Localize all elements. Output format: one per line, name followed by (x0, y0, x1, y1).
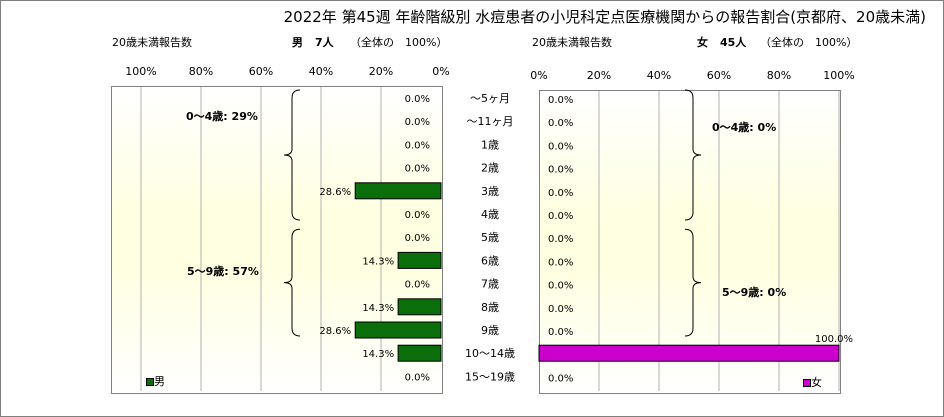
female-legend: 女 (803, 374, 822, 390)
male-bar (354, 321, 442, 339)
chart-title: 2022年 第45週 年齢階級別 水痘患者の小児科定点医療機関からの報告割合(京… (283, 8, 926, 26)
male-total-note: （全体の 100%） (350, 36, 448, 49)
female-sex-label: 女 (697, 36, 708, 49)
age-category-label: 4歳 (481, 208, 499, 221)
age-category-label: 8歳 (481, 301, 499, 314)
male-group-label-5-9: 5～9歳: 57% (187, 265, 259, 278)
male-x-tick-label: 100% (125, 65, 156, 78)
male-data-label: 14.3% (362, 349, 394, 360)
male-legend-label: 男 (154, 375, 165, 388)
age-category-label: 15～19歳 (465, 370, 515, 383)
male-data-label: 0.0% (405, 117, 430, 128)
age-category-label: ～11ヶ月 (467, 115, 514, 128)
male-data-label: 0.0% (405, 94, 430, 105)
male-bar (397, 298, 442, 316)
female-count-value: 45人 (720, 36, 747, 49)
female-data-label: 0.0% (548, 234, 573, 245)
female-total-note: （全体の 100%） (760, 36, 858, 49)
male-data-label: 0.0% (405, 372, 430, 383)
female-data-label: 0.0% (548, 327, 573, 338)
male-x-tick-label: 0% (432, 65, 449, 78)
age-category-label: 10～14歳 (465, 347, 515, 360)
female-x-tick-label: 100% (823, 69, 854, 82)
female-group-label-0-4: 0～4歳: 0% (712, 121, 777, 134)
female-x-tick-label: 20% (587, 69, 611, 82)
male-brace-5-9 (283, 228, 301, 337)
male-bar (397, 251, 442, 269)
female-data-label: 0.0% (548, 257, 573, 268)
female-brace-5-9 (684, 228, 702, 337)
male-x-tick-label: 60% (249, 65, 273, 78)
male-data-label: 28.6% (319, 326, 351, 337)
male-group-label-0-4: 0～4歳: 29% (186, 110, 258, 123)
female-x-tick-label: 60% (707, 69, 731, 82)
male-data-label: 0.0% (405, 233, 430, 244)
female-x-tick-label: 40% (647, 69, 671, 82)
male-data-label: 0.0% (405, 164, 430, 175)
male-data-label: 0.0% (405, 210, 430, 221)
male-bar (354, 182, 442, 200)
female-data-label: 0.0% (548, 165, 573, 176)
male-plot-area (111, 86, 443, 394)
age-category-label: 7歳 (481, 278, 499, 291)
male-data-label: 28.6% (319, 187, 351, 198)
male-legend-swatch (146, 378, 154, 386)
female-data-label: 0.0% (548, 118, 573, 129)
male-legend: 男 (146, 373, 165, 389)
male-data-label: 14.3% (362, 303, 394, 314)
male-brace-0-4 (283, 89, 301, 221)
age-category-label: 1歳 (481, 138, 499, 151)
female-data-label: 0.0% (548, 188, 573, 199)
female-x-tick-label: 80% (767, 69, 791, 82)
female-data-label: 0.0% (548, 95, 573, 106)
male-data-label: 0.0% (405, 140, 430, 151)
female-x-tick-label: 0% (530, 69, 547, 82)
female-data-label: 0.0% (548, 281, 573, 292)
male-data-label: 14.3% (362, 256, 394, 267)
age-category-label: 2歳 (481, 162, 499, 175)
age-category-label: 3歳 (481, 185, 499, 198)
female-data-label: 0.0% (548, 373, 573, 384)
female-count-label: 20歳未満報告数 (532, 36, 612, 49)
male-x-tick-label: 20% (369, 65, 393, 78)
male-count-label: 20歳未満報告数 (112, 36, 192, 49)
age-category-label: 9歳 (481, 324, 499, 337)
female-brace-0-4 (684, 89, 702, 221)
female-bar (538, 344, 840, 362)
female-group-label-5-9: 5～9歳: 0% (722, 286, 787, 299)
male-x-tick-label: 80% (189, 65, 213, 78)
female-data-label: 0.0% (548, 141, 573, 152)
male-x-tick-label: 40% (309, 65, 333, 78)
male-bar (397, 344, 442, 362)
male-data-label: 0.0% (405, 280, 430, 291)
female-data-label: 100.0% (815, 334, 853, 345)
age-category-label: 5歳 (481, 231, 499, 244)
age-category-label: 6歳 (481, 254, 499, 267)
male-count-value: 7人 (315, 36, 334, 49)
female-data-label: 0.0% (548, 304, 573, 315)
female-plot-area (539, 90, 841, 394)
age-category-label: ～5ヶ月 (470, 92, 510, 105)
female-legend-swatch (803, 379, 811, 387)
male-sex-label: 男 (292, 36, 303, 49)
female-data-label: 0.0% (548, 211, 573, 222)
female-legend-label: 女 (811, 376, 822, 389)
